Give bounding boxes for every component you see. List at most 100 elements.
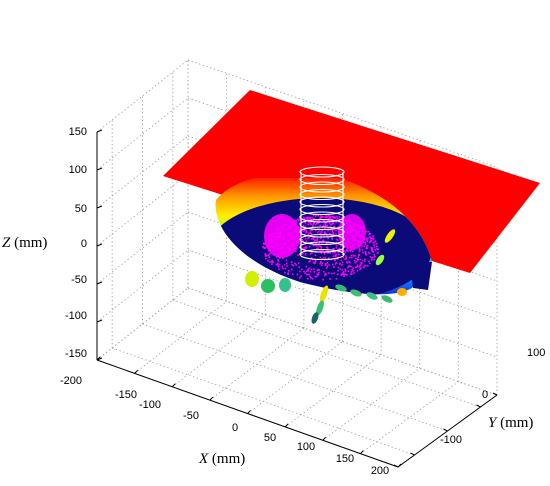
particle bbox=[340, 259, 343, 262]
particle bbox=[278, 263, 281, 266]
particle bbox=[348, 249, 350, 252]
particle bbox=[317, 220, 319, 222]
particle bbox=[337, 249, 339, 251]
particle bbox=[308, 273, 311, 276]
particle bbox=[344, 268, 346, 271]
particle bbox=[306, 217, 309, 220]
grid-line bbox=[247, 341, 343, 414]
particle bbox=[305, 240, 307, 243]
particle bbox=[323, 253, 326, 255]
particle bbox=[347, 270, 350, 272]
z-tick-mark bbox=[96, 319, 103, 323]
particle bbox=[322, 234, 324, 237]
particle bbox=[277, 259, 279, 261]
y-tick-label: 0 bbox=[482, 389, 488, 401]
particle bbox=[305, 217, 308, 219]
particle bbox=[373, 253, 375, 256]
particle bbox=[310, 223, 313, 225]
particle bbox=[304, 237, 307, 240]
particle bbox=[329, 216, 331, 219]
particle-blob bbox=[338, 214, 366, 250]
particle bbox=[320, 231, 323, 233]
particle bbox=[361, 249, 364, 251]
particle bbox=[308, 260, 310, 263]
particle bbox=[319, 214, 322, 217]
particle bbox=[324, 272, 327, 275]
particle bbox=[376, 248, 378, 250]
particle bbox=[327, 229, 329, 232]
particle bbox=[342, 272, 344, 275]
particle bbox=[331, 238, 334, 241]
particle bbox=[343, 273, 346, 275]
particle bbox=[372, 235, 374, 237]
particle bbox=[365, 230, 368, 233]
particle bbox=[343, 275, 345, 277]
grid-line bbox=[360, 381, 459, 454]
particle bbox=[324, 216, 326, 219]
x-tick-label: 100 bbox=[297, 441, 315, 453]
particle bbox=[349, 250, 352, 252]
particle bbox=[320, 246, 322, 248]
particle bbox=[337, 239, 339, 241]
particle bbox=[267, 259, 269, 262]
x-tick-mark bbox=[171, 383, 176, 388]
droplet bbox=[381, 295, 393, 303]
particle bbox=[336, 244, 338, 247]
particle bbox=[308, 216, 310, 219]
particle bbox=[347, 266, 349, 269]
droplet bbox=[375, 254, 385, 266]
z-tick-label: -150 bbox=[65, 348, 87, 360]
particle bbox=[321, 262, 324, 265]
particle bbox=[264, 246, 267, 249]
particle bbox=[364, 241, 366, 244]
particle bbox=[367, 231, 370, 233]
particle bbox=[311, 229, 313, 231]
particle bbox=[277, 260, 280, 262]
particle bbox=[324, 264, 327, 266]
particle bbox=[264, 252, 267, 255]
particle bbox=[368, 252, 371, 255]
particle bbox=[320, 250, 322, 253]
particle bbox=[355, 266, 357, 269]
particle bbox=[309, 260, 311, 262]
particle bbox=[363, 266, 365, 269]
grid-line bbox=[112, 347, 415, 456]
particle bbox=[345, 255, 347, 257]
x-axis-label-var: X bbox=[198, 451, 209, 467]
particle bbox=[307, 273, 309, 276]
particle bbox=[332, 232, 334, 234]
particle bbox=[361, 245, 363, 247]
x-tick-label: -200 bbox=[60, 375, 82, 387]
z-tick-mark bbox=[96, 167, 103, 171]
particle bbox=[358, 254, 361, 256]
particle bbox=[268, 256, 271, 258]
particle bbox=[347, 250, 349, 252]
particle bbox=[318, 230, 320, 232]
particle bbox=[372, 242, 375, 244]
particle bbox=[312, 214, 315, 216]
particle bbox=[335, 253, 338, 256]
particle bbox=[333, 248, 335, 250]
particle bbox=[321, 226, 324, 229]
particle bbox=[366, 247, 368, 250]
particle bbox=[343, 271, 345, 273]
particle bbox=[323, 235, 326, 237]
particle bbox=[321, 229, 324, 231]
tick-marks bbox=[96, 129, 498, 468]
droplet bbox=[397, 288, 407, 296]
particle bbox=[334, 228, 336, 231]
particle bbox=[312, 238, 315, 241]
particle bbox=[317, 274, 319, 276]
particle bbox=[341, 249, 343, 251]
plot-content bbox=[163, 90, 540, 324]
particle bbox=[316, 273, 318, 275]
particle bbox=[317, 247, 319, 249]
particle bbox=[313, 218, 315, 220]
particle bbox=[322, 278, 324, 281]
y-tick-mark bbox=[443, 428, 448, 432]
droplet bbox=[319, 285, 329, 303]
particle bbox=[371, 247, 374, 249]
particle bbox=[337, 273, 339, 276]
particle bbox=[303, 247, 305, 249]
particle bbox=[324, 257, 327, 259]
